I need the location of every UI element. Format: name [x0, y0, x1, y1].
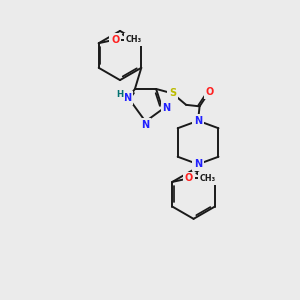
Text: N: N — [194, 116, 202, 126]
Text: CH₃: CH₃ — [199, 174, 215, 183]
Text: N: N — [162, 103, 170, 112]
Text: O: O — [206, 87, 214, 97]
Text: O: O — [185, 173, 193, 183]
Text: S: S — [169, 88, 176, 98]
Text: N: N — [194, 159, 202, 169]
Text: O: O — [111, 34, 119, 45]
Text: N: N — [123, 93, 131, 103]
Text: N: N — [141, 120, 150, 130]
Text: H: H — [116, 90, 124, 99]
Text: CH₃: CH₃ — [126, 35, 142, 44]
